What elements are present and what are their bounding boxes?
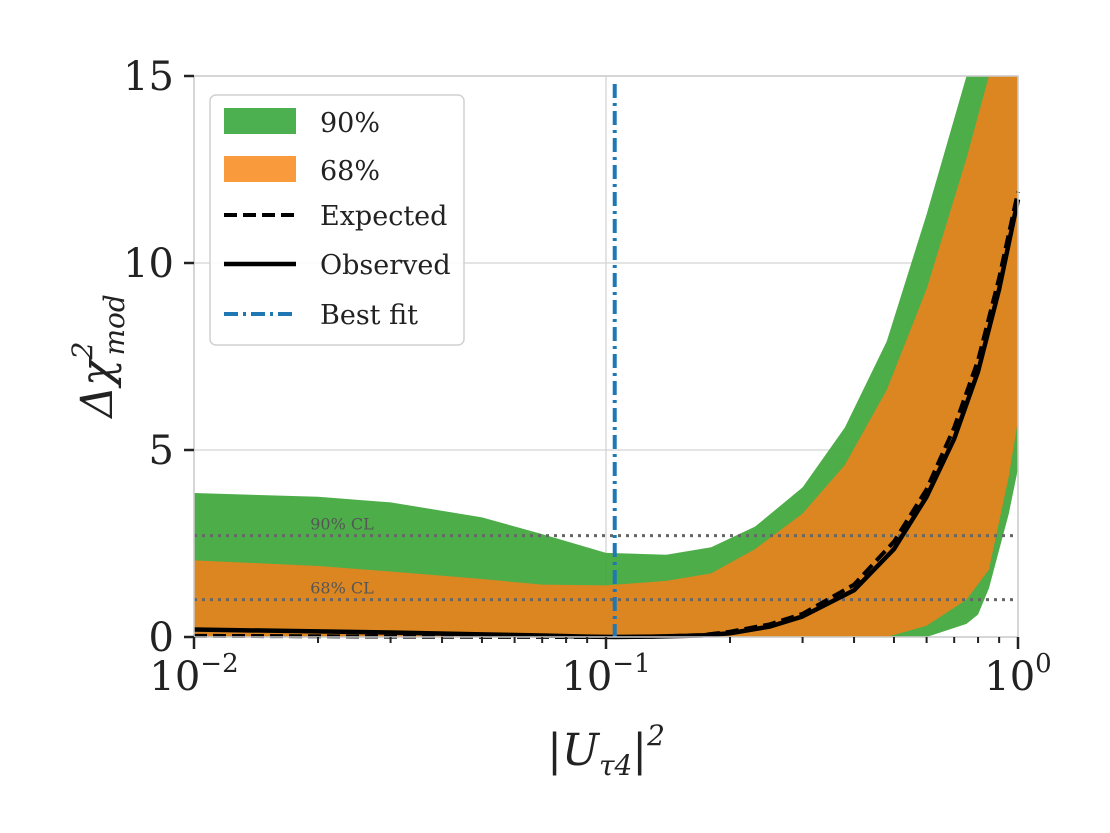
legend-swatch-68 xyxy=(224,156,296,182)
legend: 90% 68% Expected Observed Best fit xyxy=(209,94,465,346)
x-axis-label-close: | xyxy=(632,725,647,776)
x-tick-label-2: 100 xyxy=(984,649,1051,700)
curve-observed xyxy=(193,198,1021,640)
y-axis-label: Δχ2mod xyxy=(66,294,131,420)
reference-lines: 90% CL 68% CL xyxy=(194,515,1018,602)
y-axis-label-main: Δχ xyxy=(72,357,123,420)
x-axis-label-sup: 2 xyxy=(646,719,665,752)
x-axis-label-main: |U xyxy=(547,725,601,776)
ticks xyxy=(184,74,1020,649)
reference-line-label-0: 90% CL xyxy=(310,515,374,534)
x-axis-label-sub: τ4 xyxy=(599,749,632,782)
band-90 xyxy=(194,76,1018,637)
legend-label-observed: Observed xyxy=(320,250,451,281)
y-tick-label-1: 5 xyxy=(149,428,174,474)
bands xyxy=(194,76,1018,637)
y-tick-label-2: 10 xyxy=(123,241,174,287)
x-tick-label-0: 10−2 xyxy=(149,649,238,700)
y-axis-label-sub: mod xyxy=(98,294,131,355)
reference-line-label-1: 68% CL xyxy=(310,579,374,598)
x-tick-label-1: 10−1 xyxy=(561,649,650,700)
legend-label-68: 68% xyxy=(320,156,380,187)
y-tick-label-3: 15 xyxy=(123,54,174,100)
legend-swatch-90 xyxy=(224,108,296,134)
tick-labels: 0 5 10 15 10−2 10−1 100 xyxy=(123,54,1052,700)
x-axis-label: |Uτ4|2 xyxy=(547,719,665,782)
legend-label-expected: Expected xyxy=(320,201,447,232)
legend-label-best-fit: Best fit xyxy=(320,300,418,331)
band-68 xyxy=(194,76,1018,637)
y-axis-label-sup: 2 xyxy=(66,342,99,361)
y-tick-label-0: 0 xyxy=(149,615,174,661)
legend-label-90: 90% xyxy=(320,108,380,139)
